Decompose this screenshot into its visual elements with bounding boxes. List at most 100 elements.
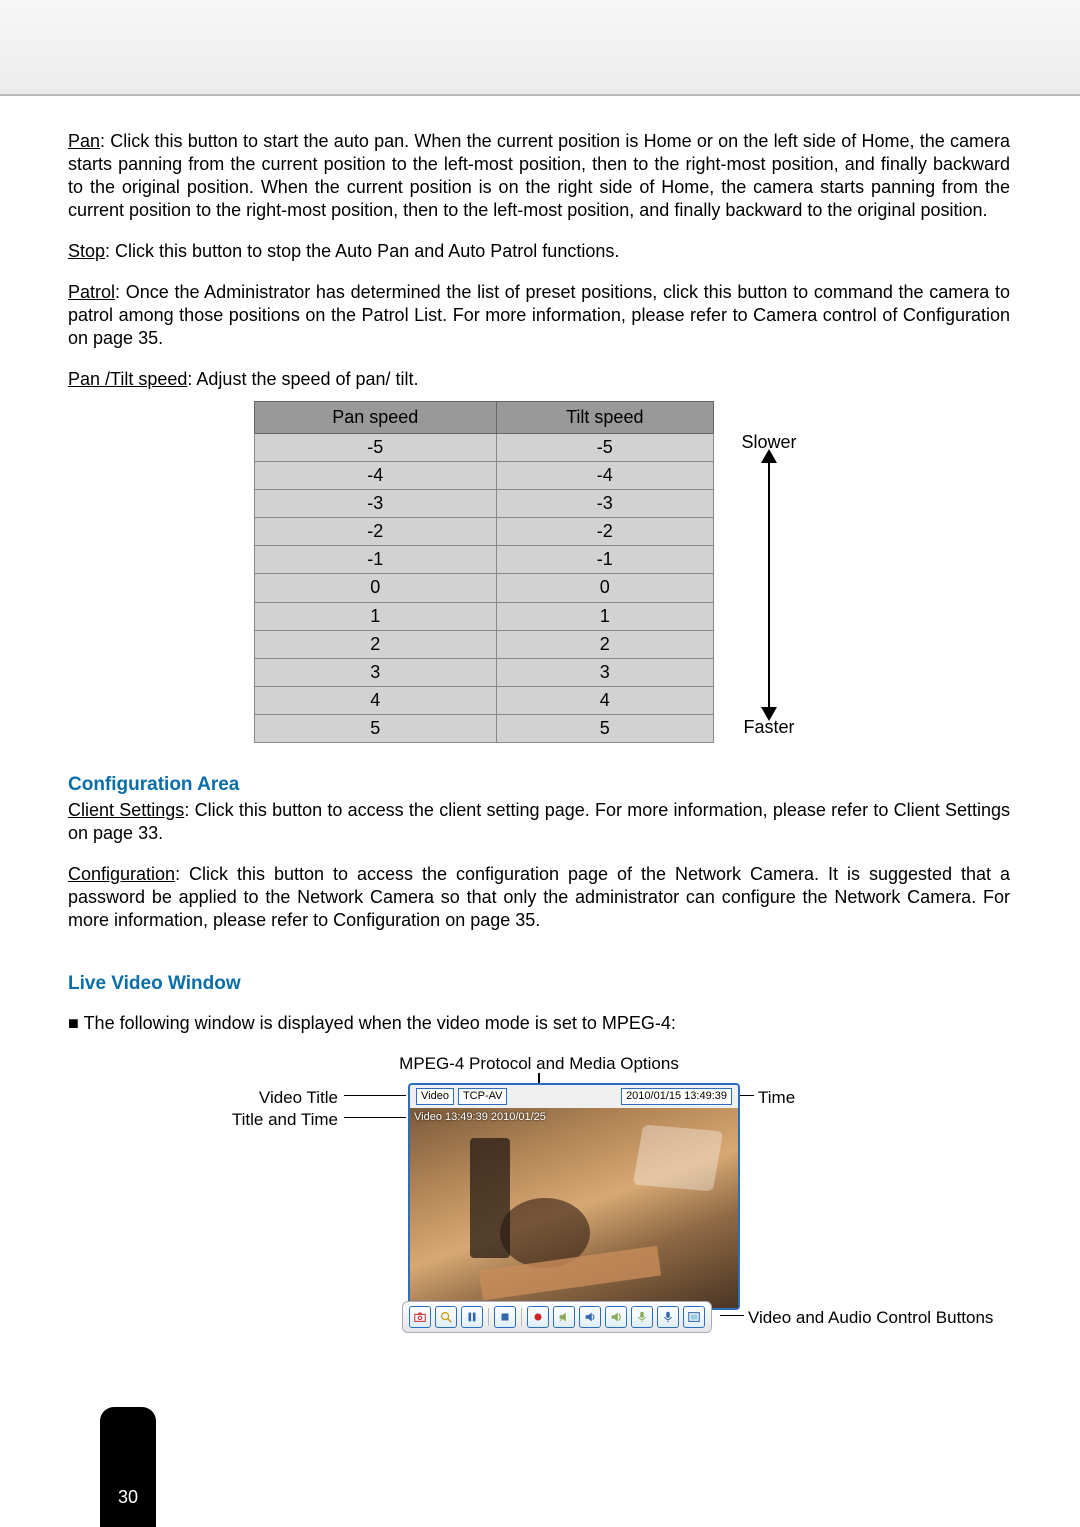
- cell: 5: [496, 714, 713, 742]
- separator: [488, 1308, 489, 1326]
- pantilt-paragraph: Pan /Tilt speed: Adjust the speed of pan…: [68, 368, 1010, 391]
- pan-speed-header: Pan speed: [255, 402, 497, 434]
- table-row: -1-1: [255, 546, 714, 574]
- cell: 0: [255, 574, 497, 602]
- time-callout: Time: [758, 1087, 838, 1109]
- title-and-time-callout: Title and Time: [218, 1109, 338, 1131]
- configuration-paragraph: Configuration: Click this button to acce…: [68, 863, 1010, 932]
- page-number: 30: [100, 1407, 156, 1527]
- faster-label: Faster: [714, 716, 824, 739]
- page-number-value: 30: [118, 1487, 138, 1508]
- mic-down-button[interactable]: [631, 1306, 653, 1328]
- mpeg-options-label: MPEG-4 Protocol and Media Options: [68, 1053, 1010, 1075]
- video-protocol-box: TCP-AV: [458, 1088, 508, 1104]
- volume-down-button[interactable]: [553, 1306, 575, 1328]
- volume-up-icon: [609, 1310, 623, 1324]
- video-title-callout: Video Title: [218, 1087, 338, 1109]
- cell: -4: [496, 462, 713, 490]
- live-video-bullet: ■ The following window is displayed when…: [68, 1012, 1010, 1035]
- snapshot-button[interactable]: [409, 1306, 431, 1328]
- speed-indicator: Slower Faster: [714, 401, 824, 742]
- client-settings-paragraph: Client Settings: Click this button to ac…: [68, 799, 1010, 845]
- cell: -3: [255, 490, 497, 518]
- patrol-label: Patrol: [68, 282, 115, 302]
- video-controls-bar: [402, 1301, 712, 1333]
- table-row: -5-5: [255, 434, 714, 462]
- cell: 5: [255, 714, 497, 742]
- table-row: -4-4: [255, 462, 714, 490]
- record-button[interactable]: [527, 1306, 549, 1328]
- zoom-button[interactable]: [435, 1306, 457, 1328]
- cell: -5: [255, 434, 497, 462]
- volume-down-icon: [557, 1310, 571, 1324]
- cell: 2: [255, 630, 497, 658]
- patrol-paragraph: Patrol: Once the Administrator has deter…: [68, 281, 1010, 350]
- stop-icon: [498, 1310, 512, 1324]
- configuration-label: Configuration: [68, 864, 175, 884]
- page-header-band: [0, 0, 1080, 96]
- cell: 2: [496, 630, 713, 658]
- video-decor: [470, 1138, 510, 1258]
- controls-callout: Video and Audio Control Buttons: [748, 1307, 1008, 1329]
- video-header: Video TCP-AV 2010/01/15 13:49:39: [410, 1085, 738, 1107]
- stop-text: : Click this button to stop the Auto Pan…: [105, 241, 619, 261]
- mic-button[interactable]: [657, 1306, 679, 1328]
- table-row: 55: [255, 714, 714, 742]
- pause-icon: [465, 1310, 479, 1324]
- pantilt-text: : Adjust the speed of pan/ tilt.: [187, 369, 418, 389]
- cell: 3: [255, 658, 497, 686]
- table-row: 44: [255, 686, 714, 714]
- client-settings-text: : Click this button to access the client…: [68, 800, 1010, 843]
- cell: -2: [255, 518, 497, 546]
- cell: -3: [496, 490, 713, 518]
- speed-table-body: -5-5 -4-4 -3-3 -2-2 -1-1 00 11 22 33 44 …: [255, 434, 714, 742]
- pan-text: : Click this button to start the auto pa…: [68, 131, 1010, 220]
- stop-paragraph: Stop: Click this button to stop the Auto…: [68, 240, 1010, 263]
- magnifier-icon: [439, 1310, 453, 1324]
- volume-up-button[interactable]: [605, 1306, 627, 1328]
- pan-label: Pan: [68, 131, 100, 151]
- fullscreen-button[interactable]: [683, 1306, 705, 1328]
- speaker-icon: [583, 1310, 597, 1324]
- speed-table: Pan speed Tilt speed -5-5 -4-4 -3-3 -2-2…: [254, 401, 714, 742]
- table-header-row: Pan speed Tilt speed: [255, 402, 714, 434]
- table-row: -2-2: [255, 518, 714, 546]
- cell: -2: [496, 518, 713, 546]
- pause-button[interactable]: [461, 1306, 483, 1328]
- video-timestamp-box: 2010/01/15 13:49:39: [621, 1088, 732, 1104]
- configuration-area-heading: Configuration Area: [68, 773, 1010, 797]
- document-page: Pan: Click this button to start the auto…: [0, 0, 1080, 1527]
- camera-icon: [413, 1310, 427, 1324]
- fullscreen-icon: [687, 1310, 701, 1324]
- table-row: 11: [255, 602, 714, 630]
- live-video-bullet-text: The following window is displayed when t…: [84, 1013, 676, 1033]
- speed-table-wrap: Pan speed Tilt speed -5-5 -4-4 -3-3 -2-2…: [68, 401, 1010, 742]
- speed-arrow-icon: [768, 461, 770, 708]
- table-row: 33: [255, 658, 714, 686]
- content-area: Pan: Click this button to start the auto…: [68, 130, 1010, 1353]
- cell: -1: [255, 546, 497, 574]
- stop-button[interactable]: [494, 1306, 516, 1328]
- configuration-text: : Click this button to access the config…: [68, 864, 1010, 930]
- table-row: 00: [255, 574, 714, 602]
- table-row: 22: [255, 630, 714, 658]
- live-video-heading: Live Video Window: [68, 972, 1010, 996]
- live-video-window: Video TCP-AV 2010/01/15 13:49:39 Video 1…: [408, 1083, 740, 1309]
- mpeg-tick-icon: [538, 1073, 540, 1083]
- callout-line: [344, 1117, 406, 1118]
- separator: [521, 1308, 522, 1326]
- cell: -4: [255, 462, 497, 490]
- callout-line: [344, 1095, 406, 1096]
- cell: 4: [496, 686, 713, 714]
- stop-label: Stop: [68, 241, 105, 261]
- volume-button[interactable]: [579, 1306, 601, 1328]
- cell: -5: [496, 434, 713, 462]
- video-decor: [633, 1124, 724, 1191]
- record-icon: [531, 1310, 545, 1324]
- cell: 1: [255, 602, 497, 630]
- patrol-text: : Once the Administrator has determined …: [68, 282, 1010, 348]
- table-row: -3-3: [255, 490, 714, 518]
- cell: 1: [496, 602, 713, 630]
- video-overlay-text: Video 13:49:39 2010/01/25: [414, 1110, 546, 1124]
- cell: 3: [496, 658, 713, 686]
